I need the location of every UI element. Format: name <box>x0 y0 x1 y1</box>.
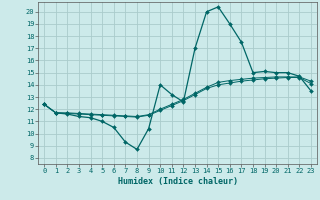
X-axis label: Humidex (Indice chaleur): Humidex (Indice chaleur) <box>118 177 238 186</box>
